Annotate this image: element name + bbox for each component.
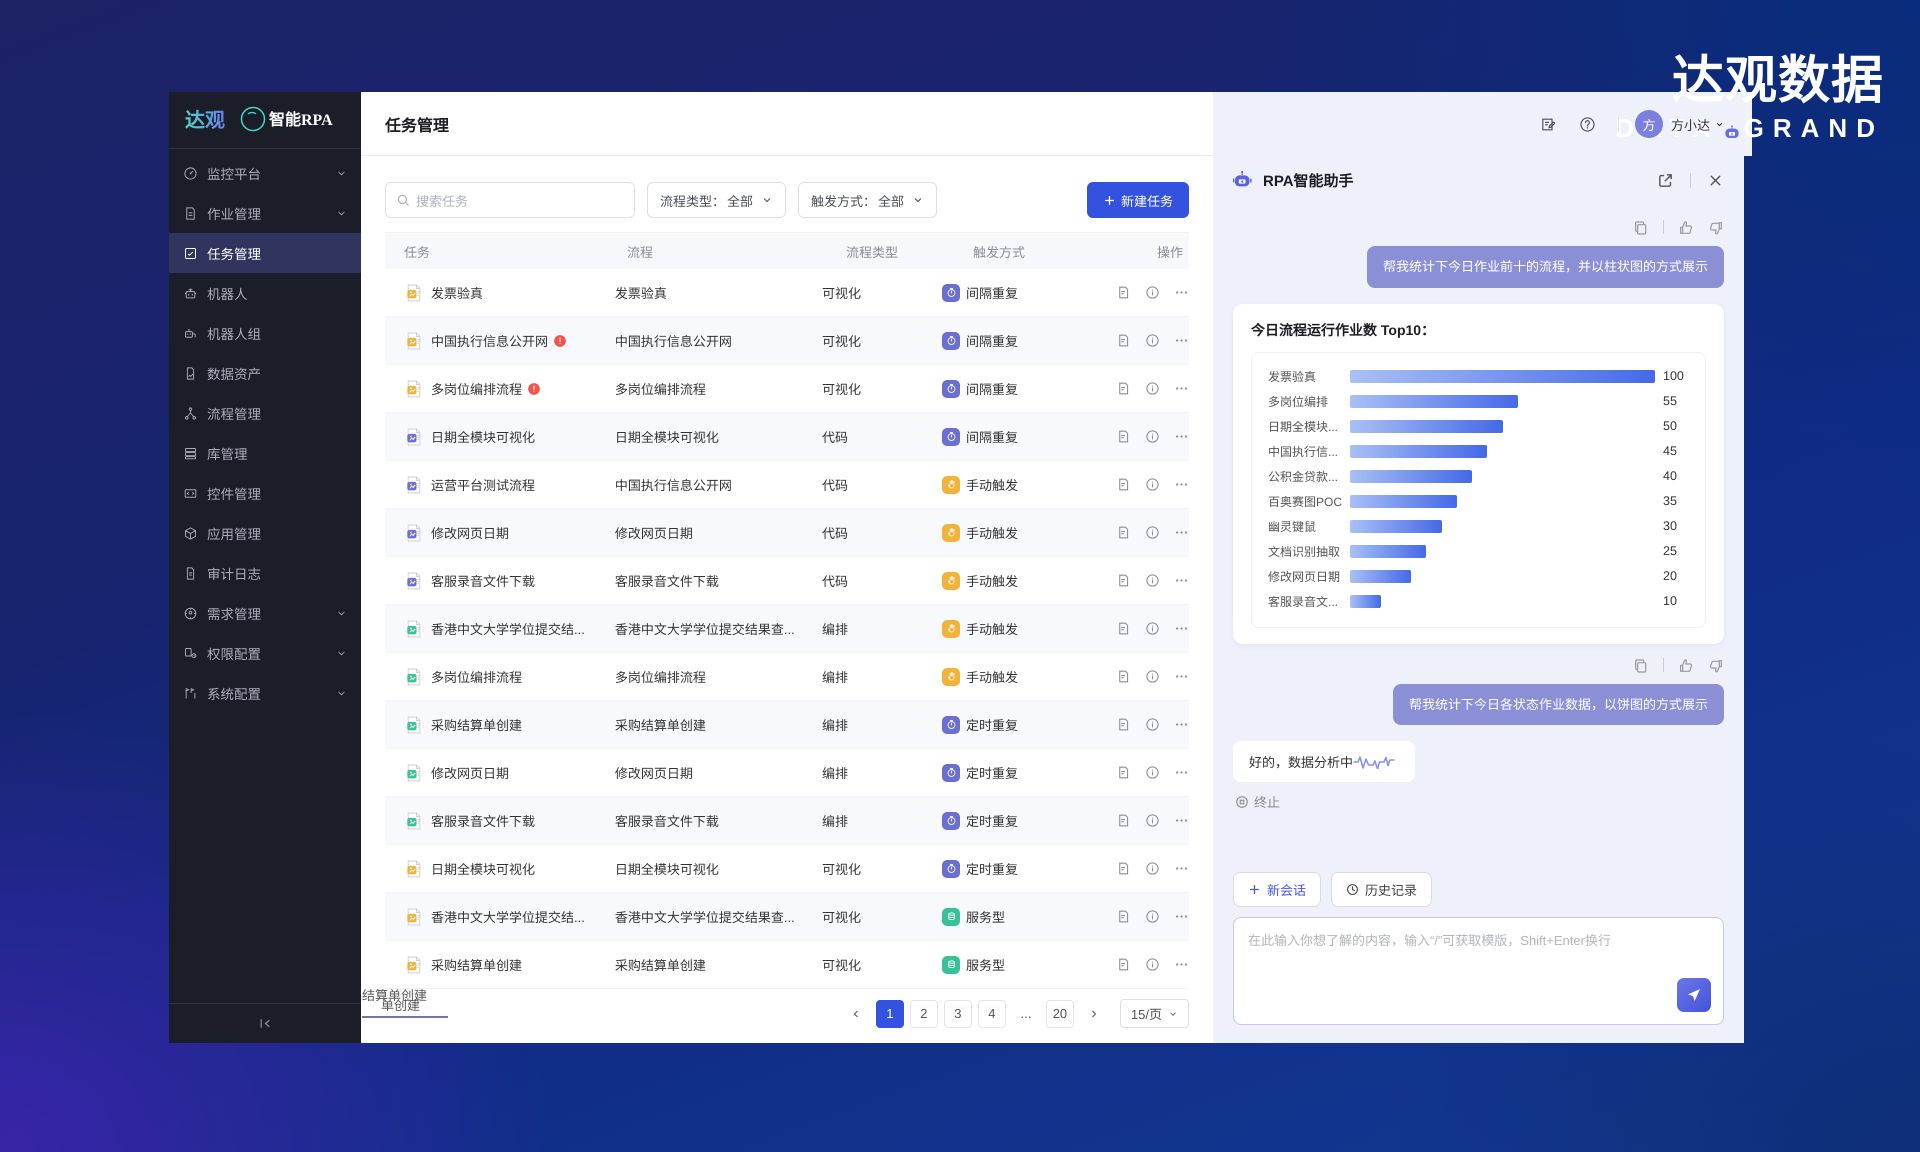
svg-text:智能RPA: 智能RPA	[269, 111, 333, 129]
svg-text:达观: 达观	[185, 109, 225, 132]
